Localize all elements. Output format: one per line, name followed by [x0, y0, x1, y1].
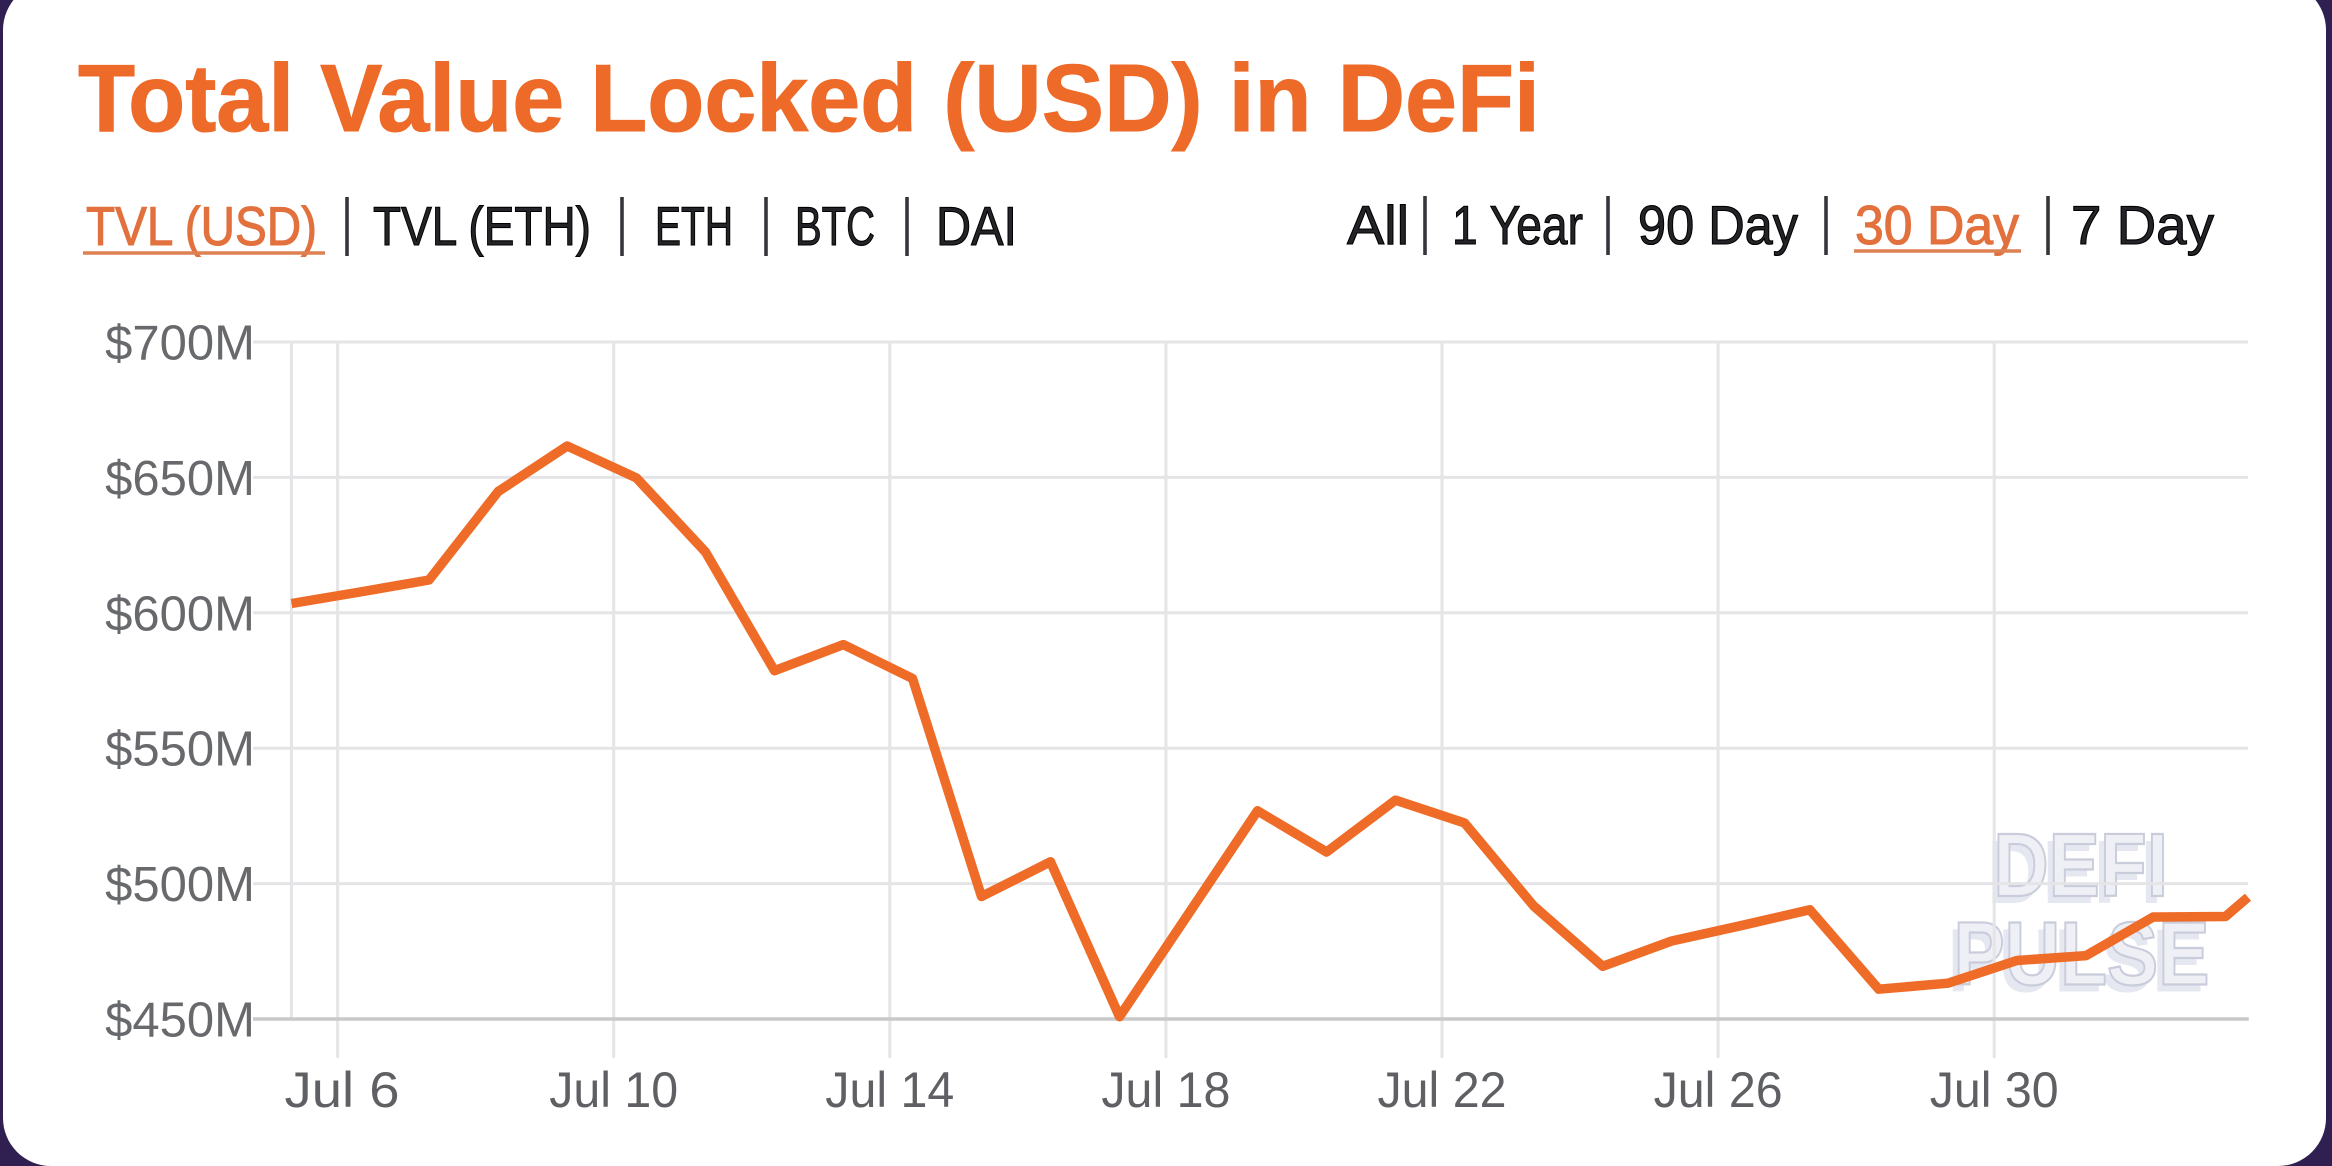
svg-text:$450M: $450M — [105, 994, 255, 1048]
svg-text:All: All — [1347, 194, 1409, 256]
svg-text:Jul 10: Jul 10 — [549, 1062, 678, 1118]
svg-text:$550M: $550M — [105, 723, 255, 777]
svg-text:1 Year: 1 Year — [1452, 194, 1583, 256]
svg-text:ETH: ETH — [655, 195, 733, 257]
svg-text:$500M: $500M — [105, 858, 255, 912]
svg-text:$700M: $700M — [105, 317, 255, 371]
svg-text:$650M: $650M — [105, 452, 255, 506]
svg-text:Total Value Locked (USD) in De: Total Value Locked (USD) in DeFi — [78, 45, 1540, 152]
svg-text:7 Day: 7 Day — [2071, 194, 2214, 256]
svg-text:Jul 26: Jul 26 — [1654, 1062, 1783, 1118]
svg-text:BTC: BTC — [795, 195, 875, 257]
svg-text:Jul 22: Jul 22 — [1378, 1062, 1507, 1118]
svg-text:Jul 18: Jul 18 — [1101, 1062, 1230, 1118]
svg-text:TVL (ETH): TVL (ETH) — [373, 195, 591, 257]
svg-text:Jul 30: Jul 30 — [1930, 1062, 2059, 1118]
svg-text:DAI: DAI — [936, 195, 1017, 257]
svg-text:DEFI: DEFI — [1993, 814, 2168, 915]
svg-text:DEFI: DEFI — [1987, 821, 2162, 922]
svg-text:90 Day: 90 Day — [1638, 194, 1798, 256]
svg-text:$600M: $600M — [105, 587, 255, 641]
svg-text:Jul 6: Jul 6 — [285, 1062, 400, 1118]
svg-text:Jul 14: Jul 14 — [825, 1062, 954, 1118]
svg-text:TVL (USD): TVL (USD) — [86, 195, 317, 257]
svg-text:30 Day: 30 Day — [1855, 194, 2019, 256]
